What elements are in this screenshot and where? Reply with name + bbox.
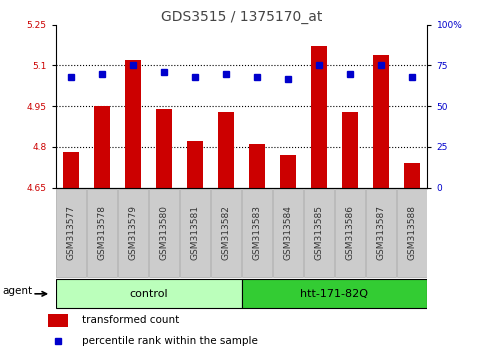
Bar [242, 280, 427, 308]
Bar [87, 189, 117, 277]
Bar [187, 142, 203, 188]
Text: GSM313578: GSM313578 [98, 205, 107, 260]
Bar [242, 189, 272, 277]
Bar [366, 189, 396, 277]
Text: htt-171-82Q: htt-171-82Q [300, 289, 369, 299]
Text: GSM313588: GSM313588 [408, 205, 416, 260]
Bar [373, 55, 389, 188]
Bar [63, 152, 79, 188]
Title: GDS3515 / 1375170_at: GDS3515 / 1375170_at [161, 10, 322, 24]
Bar [249, 144, 265, 188]
Bar [156, 109, 172, 188]
Text: GSM313579: GSM313579 [128, 205, 138, 260]
Text: percentile rank within the sample: percentile rank within the sample [82, 336, 258, 346]
Bar [304, 189, 334, 277]
Bar [211, 189, 241, 277]
Text: GSM313580: GSM313580 [159, 205, 169, 260]
Bar [397, 189, 427, 277]
Text: GSM313581: GSM313581 [190, 205, 199, 260]
Bar [280, 155, 296, 188]
Bar [335, 189, 365, 277]
Text: GSM313584: GSM313584 [284, 205, 293, 260]
Text: GSM313583: GSM313583 [253, 205, 261, 260]
Text: GSM313577: GSM313577 [67, 205, 75, 260]
Bar [311, 46, 327, 188]
Bar [56, 280, 242, 308]
Text: GSM313587: GSM313587 [376, 205, 385, 260]
Text: GSM313582: GSM313582 [222, 205, 230, 260]
Bar [56, 189, 86, 277]
Bar [94, 106, 110, 188]
Bar [48, 314, 68, 326]
Bar [118, 189, 148, 277]
Bar [149, 189, 179, 277]
Text: control: control [129, 289, 168, 299]
Bar [342, 112, 358, 188]
Bar [404, 163, 420, 188]
Text: GSM313585: GSM313585 [314, 205, 324, 260]
Bar [180, 189, 210, 277]
Text: GSM313586: GSM313586 [345, 205, 355, 260]
Text: agent: agent [3, 286, 33, 296]
Bar [218, 112, 234, 188]
Text: transformed count: transformed count [82, 315, 179, 325]
Bar [273, 189, 303, 277]
Bar [125, 60, 141, 188]
